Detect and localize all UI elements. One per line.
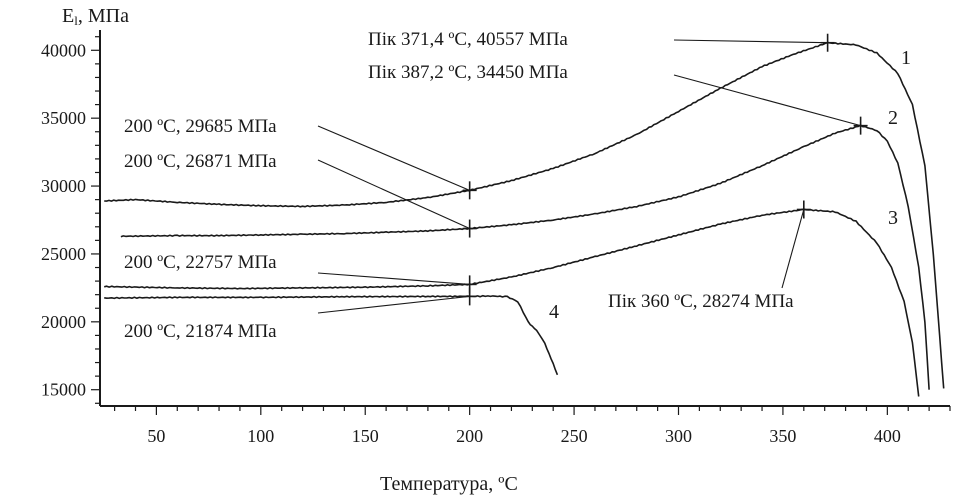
- axes: [99, 30, 950, 407]
- y-tick-label: 35000: [41, 108, 86, 128]
- y-axis-unit: , МПа: [78, 5, 129, 27]
- annotation-leader: [317, 272, 470, 285]
- annotation-leader: [673, 74, 861, 127]
- x-tick-label: 350: [769, 426, 796, 446]
- annotation-peak-1: Пік 371,4 ºС, 40557 МПа: [368, 29, 568, 50]
- x-tick-label: 100: [247, 426, 274, 446]
- x-axis-label: Температура,: [380, 473, 498, 495]
- annotation-200-3: 200 ºС, 22757 МПа: [124, 252, 277, 273]
- x-tick-label: 300: [665, 426, 692, 446]
- annotation-leader: [317, 295, 470, 314]
- curve-label-3: 3: [888, 207, 898, 229]
- curve-label-4: 4: [549, 301, 559, 323]
- annotation-leaders: [317, 39, 861, 314]
- curves: [104, 33, 945, 397]
- annotation-peak-3: Пік 360 ºС, 28274 МПа: [608, 291, 794, 312]
- y-tick-label: 25000: [41, 244, 86, 264]
- y-tick-label: 40000: [41, 40, 86, 60]
- y-tick-label: 30000: [41, 176, 86, 196]
- curve-3: [104, 208, 920, 397]
- ticks: 50 100 150 200 250 300 350 400 15000 20000 25000 30…: [41, 36, 951, 446]
- curve-4: [104, 294, 559, 376]
- annotation-peak-2: Пік 387,2 ºС, 34450 МПа: [368, 62, 568, 83]
- annotation-200-1: 200 ºС, 29685 МПа: [124, 116, 277, 137]
- curve-label-2: 2: [888, 107, 898, 129]
- y-axis-title: El, МПа: [62, 5, 129, 28]
- annotation-leader: [781, 209, 805, 289]
- x-axis-unit: ºС: [498, 473, 518, 495]
- annotation-leader: [317, 125, 470, 191]
- annotation-leader: [317, 159, 470, 230]
- x-tick-label: 250: [561, 426, 588, 446]
- curve-1: [104, 41, 945, 389]
- y-tick-label: 15000: [41, 380, 86, 400]
- annotation-leader: [673, 39, 828, 44]
- x-tick-label: 150: [352, 426, 379, 446]
- y-tick-label: 20000: [41, 312, 86, 332]
- y-axis-symbol: E: [62, 5, 74, 27]
- x-axis-title: Температура, ºС: [380, 473, 518, 495]
- curve-2: [120, 124, 930, 390]
- y-axis-subscript: l: [74, 13, 78, 28]
- x-tick-label: 200: [456, 426, 483, 446]
- curve-label-1: 1: [901, 47, 911, 69]
- annotation-200-2: 200 ºС, 26871 МПа: [124, 151, 277, 172]
- annotation-200-4: 200 ºС, 21874 МПа: [124, 321, 277, 342]
- x-tick-label: 400: [874, 426, 901, 446]
- x-tick-label: 50: [147, 426, 165, 446]
